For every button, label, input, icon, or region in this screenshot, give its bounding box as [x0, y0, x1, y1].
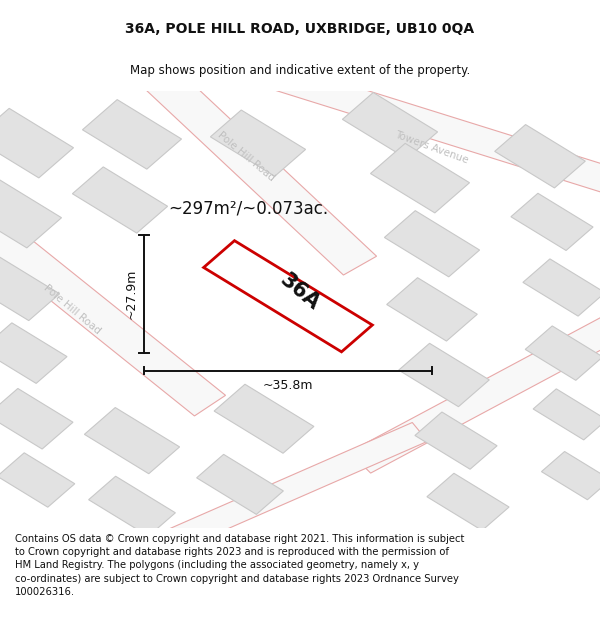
Polygon shape: [398, 343, 490, 407]
Polygon shape: [0, 323, 67, 383]
Polygon shape: [211, 110, 305, 176]
Polygon shape: [197, 454, 283, 514]
Text: ~297m²/~0.073ac.: ~297m²/~0.073ac.: [168, 200, 328, 217]
Polygon shape: [0, 203, 226, 416]
Polygon shape: [0, 254, 59, 321]
Polygon shape: [203, 44, 600, 199]
Text: Pole Hill Road: Pole Hill Road: [41, 282, 103, 336]
Polygon shape: [385, 211, 479, 277]
Polygon shape: [525, 326, 600, 381]
Polygon shape: [343, 92, 437, 159]
Text: 36A: 36A: [276, 270, 324, 314]
Text: Pole Hill Road: Pole Hill Road: [215, 129, 277, 183]
Polygon shape: [511, 193, 593, 251]
Polygon shape: [370, 143, 470, 213]
Polygon shape: [0, 452, 75, 508]
Polygon shape: [533, 389, 600, 440]
Text: Towers Avenue: Towers Avenue: [394, 129, 470, 166]
Polygon shape: [214, 384, 314, 453]
Polygon shape: [85, 408, 179, 474]
Polygon shape: [541, 451, 600, 500]
Polygon shape: [73, 167, 167, 233]
Polygon shape: [0, 178, 62, 248]
Polygon shape: [203, 241, 373, 352]
Polygon shape: [0, 389, 73, 449]
Polygon shape: [494, 124, 586, 188]
Polygon shape: [415, 412, 497, 469]
Polygon shape: [82, 99, 182, 169]
Polygon shape: [427, 473, 509, 531]
Polygon shape: [142, 422, 428, 559]
Polygon shape: [0, 108, 74, 178]
Text: Map shows position and indicative extent of the property.: Map shows position and indicative extent…: [130, 64, 470, 77]
Polygon shape: [349, 308, 600, 473]
Text: 36A, POLE HILL ROAD, UXBRIDGE, UB10 0QA: 36A, POLE HILL ROAD, UXBRIDGE, UB10 0QA: [125, 22, 475, 36]
Text: ~27.9m: ~27.9m: [124, 269, 137, 319]
Polygon shape: [386, 278, 478, 341]
Text: ~35.8m: ~35.8m: [263, 379, 313, 392]
Text: Contains OS data © Crown copyright and database right 2021. This information is : Contains OS data © Crown copyright and d…: [15, 534, 464, 597]
Polygon shape: [523, 259, 600, 316]
Polygon shape: [89, 476, 175, 536]
Polygon shape: [133, 59, 377, 275]
